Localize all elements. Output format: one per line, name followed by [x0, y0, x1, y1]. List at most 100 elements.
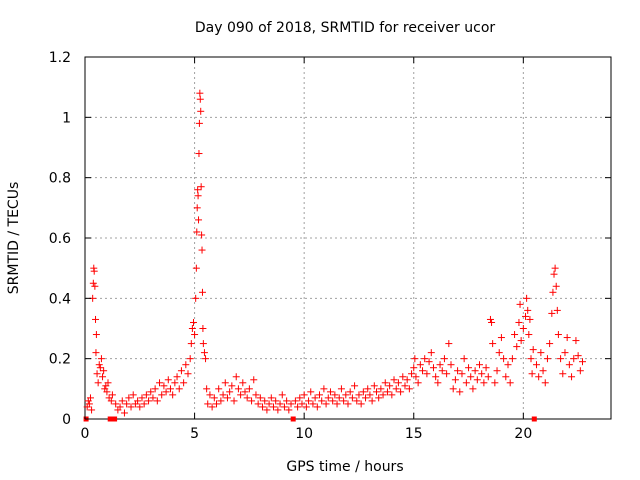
data-point — [320, 385, 328, 393]
x-tick-label: 0 — [81, 426, 90, 442]
data-point — [160, 382, 168, 390]
data-point — [166, 385, 174, 393]
data-point — [290, 416, 296, 422]
data-point — [85, 400, 93, 408]
data-point — [180, 379, 188, 387]
data-point — [416, 361, 424, 369]
data-point — [169, 391, 177, 399]
data-point — [454, 367, 462, 375]
data-point — [194, 186, 202, 194]
data-point — [280, 403, 288, 411]
data-point — [250, 376, 258, 384]
data-point — [537, 349, 545, 357]
data-point — [322, 400, 330, 408]
data-point — [223, 394, 231, 402]
data-point — [204, 400, 212, 408]
data-point — [397, 388, 405, 396]
x-tick-label: 10 — [295, 426, 313, 442]
data-point — [561, 349, 569, 357]
data-point — [298, 400, 306, 408]
y-tick-label: 0.2 — [49, 352, 71, 368]
data-point — [364, 385, 372, 393]
data-point — [370, 382, 378, 390]
data-point — [265, 400, 273, 408]
data-point — [486, 315, 494, 323]
data-point — [386, 382, 394, 390]
data-point — [199, 325, 207, 332]
y-tick-label: 0.6 — [49, 231, 71, 247]
data-point — [182, 361, 190, 369]
data-point — [482, 364, 490, 372]
data-point — [519, 325, 527, 332]
data-point — [506, 379, 514, 387]
data-point — [340, 397, 348, 405]
data-points — [83, 89, 587, 422]
y-tick-label: 1.2 — [49, 50, 71, 66]
data-point — [234, 385, 242, 393]
data-point — [283, 397, 291, 405]
data-point — [96, 364, 104, 372]
data-point — [107, 416, 113, 422]
data-point — [193, 204, 201, 212]
data-point — [254, 400, 262, 408]
data-point — [173, 373, 181, 381]
data-point — [403, 376, 411, 384]
data-point — [357, 400, 365, 408]
data-point — [559, 370, 567, 378]
grid — [85, 57, 611, 419]
data-point — [237, 391, 245, 399]
data-point — [230, 397, 238, 405]
data-point — [434, 379, 442, 387]
data-point — [318, 397, 326, 405]
data-point — [100, 367, 108, 375]
data-point — [375, 394, 383, 402]
data-point — [399, 373, 407, 381]
data-point — [158, 391, 166, 399]
data-point — [331, 391, 339, 399]
data-point — [419, 367, 427, 375]
data-point — [221, 379, 229, 387]
data-point — [333, 400, 341, 408]
data-point — [462, 379, 470, 387]
data-point — [574, 352, 582, 360]
x-axis-label: GPS time / hours — [286, 459, 403, 475]
data-point — [94, 379, 102, 387]
data-point — [92, 331, 100, 339]
x-axis-ticks: 0 5 10 15 20 — [81, 57, 532, 442]
data-point — [195, 119, 203, 127]
data-point — [511, 331, 519, 339]
data-point — [198, 288, 206, 296]
data-point — [405, 385, 413, 393]
data-point — [140, 400, 148, 408]
data-point — [471, 367, 479, 375]
data-point — [351, 382, 359, 390]
data-point — [217, 397, 225, 405]
data-point — [469, 385, 477, 393]
data-point — [186, 355, 194, 363]
data-point — [532, 361, 540, 369]
data-point — [232, 373, 240, 381]
y-axis-ticks: 0 0.2 0.4 0.6 0.8 1 1.2 — [49, 50, 611, 428]
data-point — [191, 331, 199, 339]
y-tick-label: 1 — [62, 110, 71, 126]
data-point — [245, 385, 253, 393]
data-point — [517, 337, 525, 345]
data-point — [226, 388, 234, 396]
y-axis-label: SRMTID / TECUs — [6, 182, 22, 295]
data-point — [116, 403, 124, 411]
data-point — [549, 288, 557, 296]
data-point — [89, 279, 97, 287]
data-point — [529, 346, 537, 354]
data-point — [194, 192, 202, 200]
data-point — [478, 370, 486, 378]
data-point — [108, 391, 116, 399]
data-point — [524, 306, 532, 314]
data-point — [142, 391, 150, 399]
data-point — [93, 370, 101, 378]
data-point — [136, 403, 144, 411]
plot-area — [84, 56, 612, 420]
data-point — [285, 406, 293, 414]
data-point — [488, 318, 496, 326]
data-point — [300, 391, 308, 399]
data-point — [112, 416, 118, 422]
